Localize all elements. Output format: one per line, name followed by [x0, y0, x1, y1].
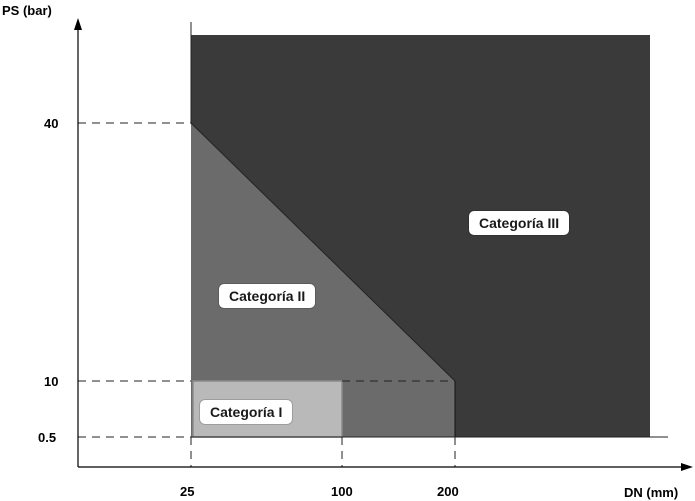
y-axis-arrow — [74, 18, 82, 30]
y-axis-label: PS (bar) — [2, 3, 52, 18]
label-categoria-iii: Categoría III — [469, 211, 570, 235]
x-tick-25: 25 — [180, 484, 194, 499]
x-tick-100: 100 — [331, 484, 353, 499]
x-axis-label: DN (mm) — [624, 485, 678, 500]
label-categoria-ii: Categoría II — [219, 284, 316, 308]
y-tick-40: 40 — [44, 116, 58, 131]
label-categoria-i: Categoría I — [200, 400, 293, 424]
region-ii-boundary-line — [190, 122, 456, 382]
region-categoria-ii — [191, 123, 455, 437]
y-tick-0-5: 0.5 — [38, 430, 56, 445]
y-tick-10: 10 — [44, 374, 58, 389]
x-tick-200: 200 — [437, 484, 459, 499]
x-axis-arrow — [681, 463, 693, 471]
